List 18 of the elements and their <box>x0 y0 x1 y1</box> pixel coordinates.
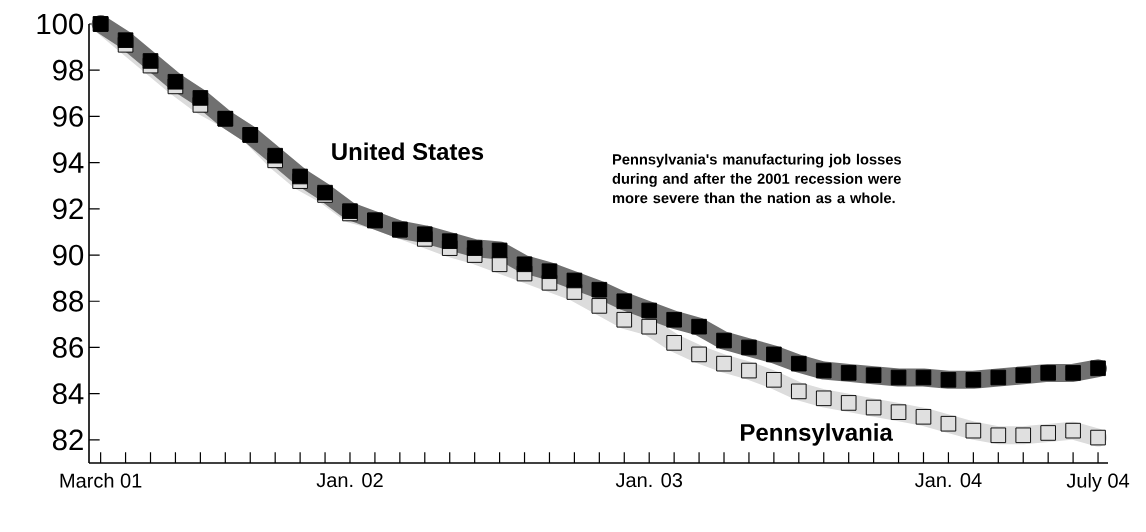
x-tick-label: Jan. 04 <box>915 473 982 488</box>
y-tick-label: 86 <box>52 337 84 358</box>
y-tick-label: 82 <box>52 429 83 451</box>
y-tick-label: 90 <box>53 244 84 266</box>
x-tick-label: Jan. 03 <box>615 473 683 488</box>
y-tick-label: 96 <box>53 106 84 127</box>
series-label: Pennsylvania <box>741 423 893 446</box>
x-tick-label: March 01 <box>60 473 142 488</box>
y-tick-label: 84 <box>52 383 84 405</box>
y-tick-label: 98 <box>53 59 84 81</box>
y-tick-label: 92 <box>53 198 83 220</box>
series-label: United States <box>332 142 484 161</box>
y-tick-label: 100 <box>37 13 84 35</box>
annotation: Pennsylvania's manufacturing job losses during and after the 2001 recession were more severe than the nation as a whole. <box>612 153 901 204</box>
x-tick-label: Jan. 02 <box>316 473 383 488</box>
y-tick-label: 94 <box>53 152 84 174</box>
x-tick-label: July 04 <box>1066 473 1130 492</box>
y-tick-label: 88 <box>52 290 84 312</box>
